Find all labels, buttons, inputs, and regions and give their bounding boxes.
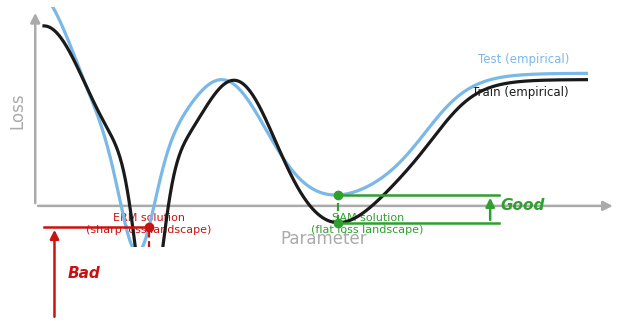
Text: Loss: Loss <box>9 93 27 129</box>
Text: SAM solution
(flat loss landscape): SAM solution (flat loss landscape) <box>312 213 424 235</box>
Text: Test (empirical): Test (empirical) <box>477 53 569 66</box>
Text: Train (empirical): Train (empirical) <box>472 86 569 99</box>
Text: Parameter: Parameter <box>280 230 367 248</box>
Text: Bad: Bad <box>67 266 100 281</box>
Text: ERM solution
(sharp loss landscape): ERM solution (sharp loss landscape) <box>86 213 212 235</box>
Text: Good: Good <box>500 198 545 213</box>
